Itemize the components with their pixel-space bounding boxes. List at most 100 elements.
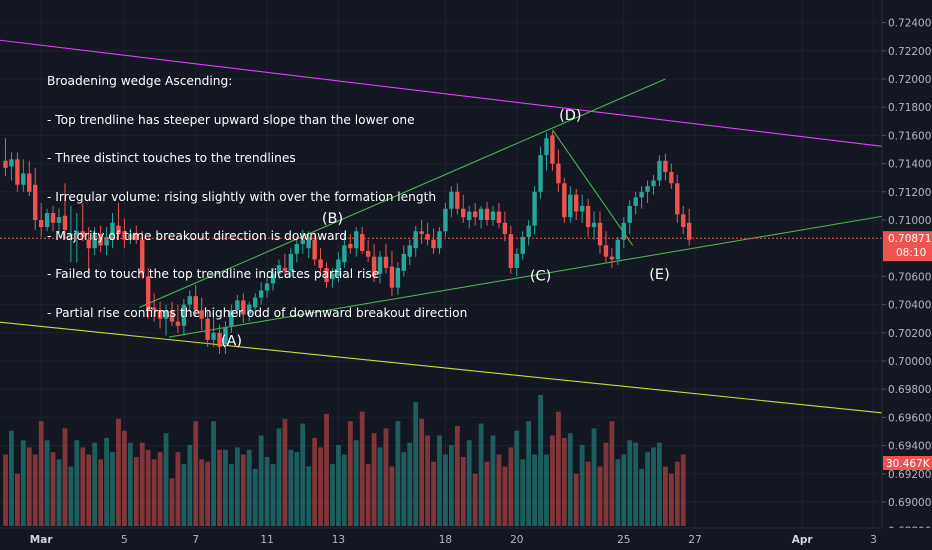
candle[interactable]	[609, 248, 615, 268]
candle[interactable]	[651, 174, 656, 195]
candle[interactable]	[603, 231, 609, 263]
candle[interactable]	[74, 212, 80, 263]
candle[interactable]	[44, 208, 50, 232]
candle[interactable]	[437, 227, 442, 254]
candle[interactable]	[169, 301, 175, 326]
candle[interactable]	[425, 222, 430, 246]
candle[interactable]	[645, 180, 650, 204]
wedge-lower-trendline[interactable]	[168, 215, 886, 338]
candle[interactable]	[312, 232, 317, 266]
candle[interactable]	[288, 248, 294, 277]
candle[interactable]	[574, 188, 579, 220]
candle[interactable]	[657, 155, 662, 187]
candle[interactable]	[669, 163, 674, 189]
candle[interactable]	[264, 276, 270, 298]
candle[interactable]	[401, 245, 407, 277]
candle[interactable]	[21, 159, 26, 192]
candle[interactable]	[217, 324, 222, 354]
candle[interactable]	[502, 211, 508, 242]
candle[interactable]	[556, 149, 561, 192]
candle[interactable]	[455, 183, 460, 215]
candle[interactable]	[550, 131, 555, 171]
candle[interactable]	[597, 211, 603, 254]
candle[interactable]	[199, 297, 204, 330]
candle[interactable]	[187, 290, 192, 312]
candle[interactable]	[472, 203, 478, 226]
candle[interactable]	[336, 252, 341, 283]
wedge-upper-trendline[interactable]	[139, 78, 666, 308]
candle[interactable]	[681, 205, 686, 235]
candle[interactable]	[633, 191, 638, 215]
candle[interactable]	[122, 218, 127, 249]
candle[interactable]	[205, 311, 210, 347]
candle[interactable]	[431, 228, 436, 254]
candle[interactable]	[3, 138, 8, 177]
candle[interactable]	[92, 227, 97, 256]
candle[interactable]	[467, 205, 472, 229]
candle[interactable]	[104, 227, 109, 256]
candle[interactable]	[318, 248, 323, 274]
candle[interactable]	[371, 243, 377, 283]
candle[interactable]	[591, 211, 597, 240]
candle[interactable]	[151, 293, 157, 322]
candle[interactable]	[514, 248, 519, 277]
candle[interactable]	[621, 217, 626, 249]
candle[interactable]	[252, 293, 258, 314]
candle[interactable]	[461, 194, 466, 223]
candle[interactable]	[157, 301, 163, 329]
candle[interactable]	[145, 267, 151, 319]
candle[interactable]	[413, 225, 418, 257]
lower-channel-line[interactable]	[0, 321, 886, 414]
candle[interactable]	[163, 304, 169, 336]
candle[interactable]	[235, 294, 240, 316]
candle[interactable]	[568, 186, 573, 223]
candle[interactable]	[532, 186, 537, 235]
candle[interactable]	[330, 267, 335, 288]
candle[interactable]	[116, 203, 121, 240]
candle[interactable]	[419, 220, 424, 244]
candle[interactable]	[27, 160, 32, 197]
candle[interactable]	[56, 208, 62, 235]
candle[interactable]	[544, 132, 549, 171]
candle[interactable]	[241, 293, 246, 323]
candle[interactable]	[181, 298, 187, 336]
candle[interactable]	[110, 212, 115, 249]
upper-channel-line[interactable]	[0, 39, 886, 148]
pullback-line[interactable]	[551, 129, 634, 246]
candle[interactable]	[294, 236, 300, 263]
candle[interactable]	[615, 236, 621, 266]
candle[interactable]	[663, 153, 668, 181]
candle[interactable]	[80, 203, 85, 242]
candle[interactable]	[639, 186, 644, 209]
candle[interactable]	[86, 227, 91, 271]
candle[interactable]	[443, 203, 448, 237]
candle[interactable]	[98, 225, 103, 253]
candle[interactable]	[140, 231, 145, 280]
candle[interactable]	[365, 239, 371, 263]
candle[interactable]	[484, 201, 490, 226]
candle[interactable]	[134, 225, 139, 244]
candle[interactable]	[9, 152, 14, 181]
candle[interactable]	[686, 208, 692, 246]
candle[interactable]	[33, 167, 38, 230]
candle[interactable]	[478, 205, 484, 229]
candle[interactable]	[526, 220, 531, 246]
candle[interactable]	[490, 205, 496, 226]
candle[interactable]	[258, 282, 264, 305]
candle[interactable]	[538, 146, 543, 199]
candle[interactable]	[348, 234, 353, 254]
candle[interactable]	[62, 183, 68, 239]
candle[interactable]	[324, 262, 329, 288]
price-axis-panel[interactable]	[882, 0, 932, 528]
candle[interactable]	[276, 259, 282, 280]
time-axis-panel[interactable]	[0, 528, 932, 550]
candle[interactable]	[520, 231, 525, 260]
candle[interactable]	[383, 243, 389, 274]
candle[interactable]	[282, 253, 288, 277]
candle[interactable]	[50, 205, 56, 232]
candle[interactable]	[449, 186, 454, 218]
candle[interactable]	[306, 231, 311, 259]
candle[interactable]	[675, 174, 680, 223]
